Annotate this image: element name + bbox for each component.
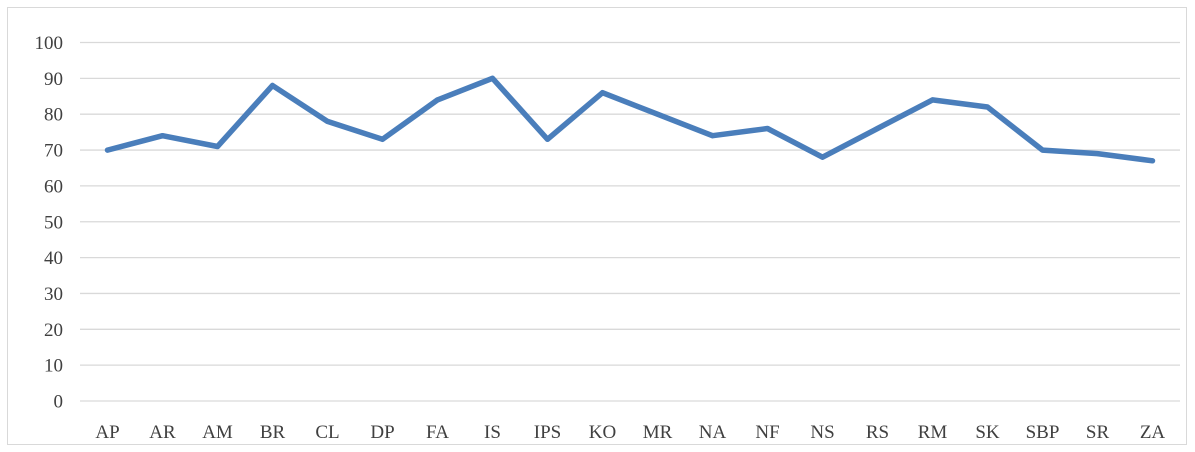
data-point-sr: [1095, 151, 1100, 157]
data-point-nf: [765, 126, 770, 132]
x-tick-label-fa: FA: [426, 422, 449, 443]
x-tick-label-ko: KO: [589, 422, 616, 443]
data-point-ar: [160, 133, 165, 139]
x-tick-label-za: ZA: [1140, 422, 1166, 443]
data-point-fa: [435, 97, 440, 103]
y-tick-label-100: 100: [35, 33, 64, 54]
x-tick-label-sk: SK: [975, 422, 1000, 443]
x-tick-label-rm: RM: [918, 422, 948, 443]
y-tick-label-70: 70: [44, 141, 63, 162]
chart-area: [7, 7, 1187, 445]
data-point-br: [270, 83, 275, 89]
data-point-ips: [545, 136, 550, 142]
x-tick-label-ns: NS: [810, 422, 834, 443]
x-tick-label-is: IS: [484, 422, 501, 443]
data-point-ap: [105, 147, 110, 153]
data-point-is: [490, 75, 495, 81]
data-point-ns: [820, 154, 825, 160]
y-tick-label-30: 30: [44, 284, 63, 305]
y-tick-label-0: 0: [54, 392, 64, 413]
data-point-ko: [600, 90, 605, 96]
data-point-za: [1150, 158, 1155, 164]
x-tick-label-na: NA: [699, 422, 727, 443]
x-tick-label-br: BR: [260, 422, 286, 443]
data-point-sbp: [1040, 147, 1045, 153]
x-tick-label-mr: MR: [643, 422, 673, 443]
data-point-dp: [380, 136, 385, 142]
x-tick-label-ar: AR: [149, 422, 176, 443]
x-tick-label-ap: AP: [95, 422, 119, 443]
series-line-0: [104, 75, 1156, 164]
data-point-rs: [875, 126, 880, 132]
x-tick-label-nf: NF: [755, 422, 779, 443]
data-point-cl: [325, 118, 330, 124]
x-tick-label-ips: IPS: [534, 422, 561, 443]
data-point-na: [710, 133, 715, 139]
y-tick-label-50: 50: [44, 212, 63, 233]
data-point-mr: [655, 111, 660, 117]
x-tick-label-am: AM: [202, 422, 233, 443]
y-tick-label-90: 90: [44, 69, 63, 90]
x-tick-label-cl: CL: [315, 422, 339, 443]
y-tick-label-40: 40: [44, 248, 63, 269]
x-tick-label-rs: RS: [866, 422, 889, 443]
data-point-sk: [985, 104, 990, 110]
x-tick-label-sr: SR: [1086, 422, 1110, 443]
y-tick-label-60: 60: [44, 176, 63, 197]
data-point-rm: [930, 97, 935, 103]
y-tick-label-20: 20: [44, 320, 63, 341]
data-point-am: [215, 143, 220, 149]
y-tick-label-10: 10: [44, 356, 63, 377]
x-tick-label-dp: DP: [370, 422, 394, 443]
y-tick-label-80: 80: [44, 105, 63, 126]
x-tick-label-sbp: SBP: [1026, 422, 1060, 443]
